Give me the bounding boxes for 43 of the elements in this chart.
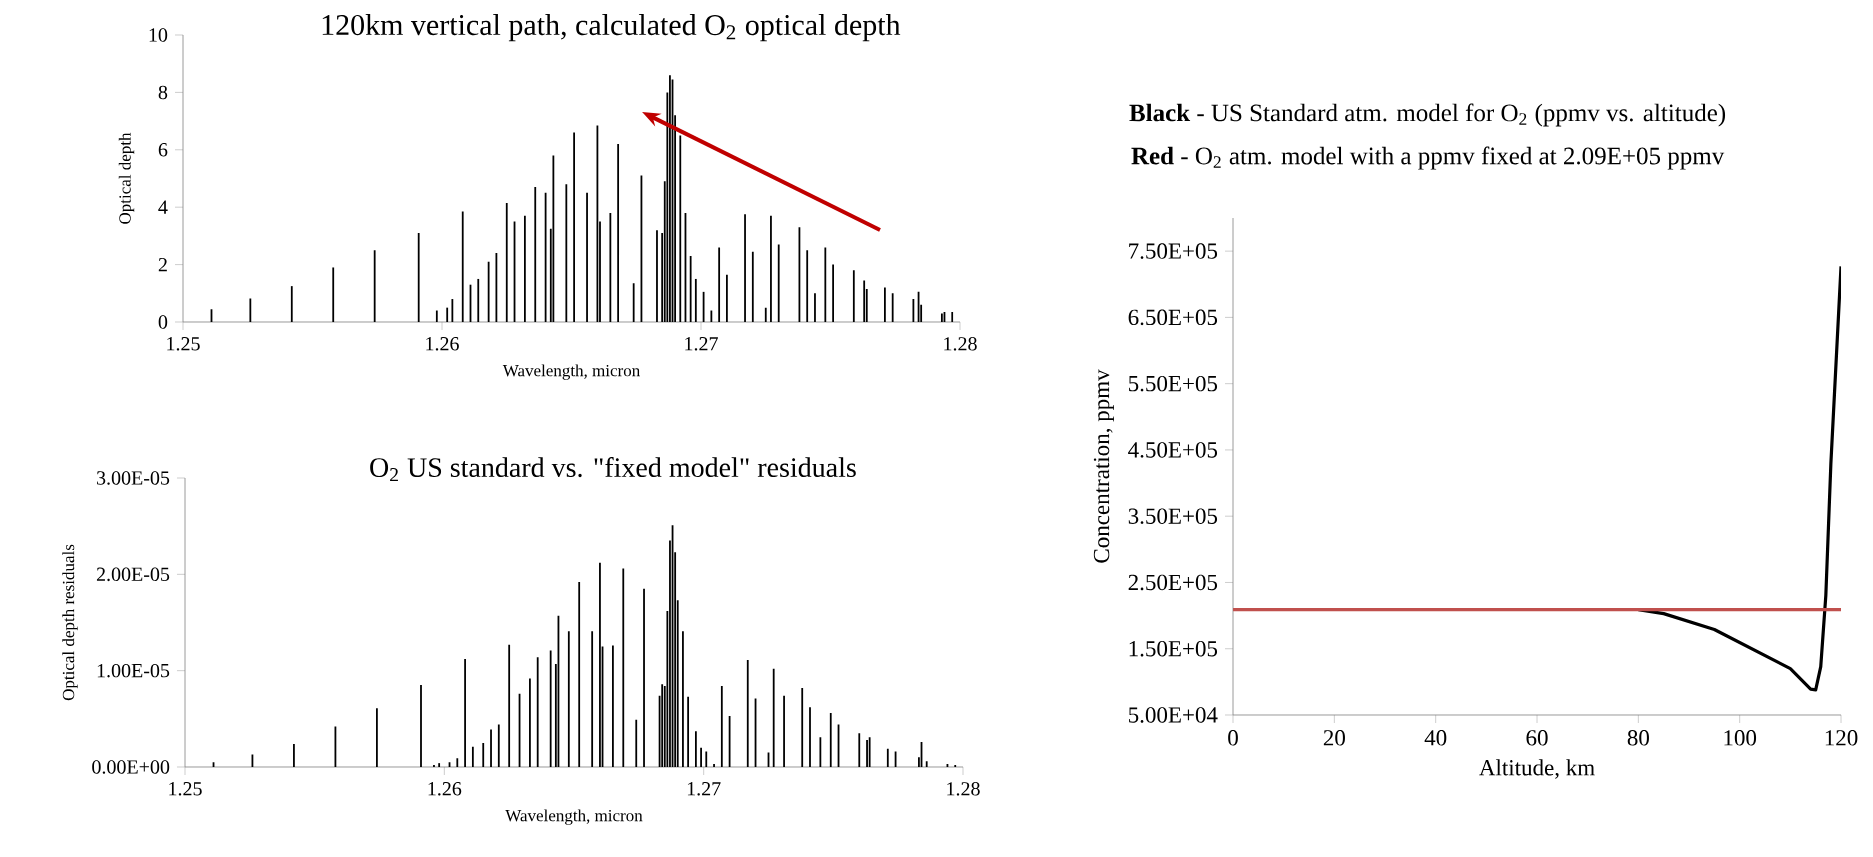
y-tick-label: 1.00E-05 bbox=[97, 663, 170, 678]
y-axis-title: Optical depth bbox=[118, 132, 135, 224]
x-tick-label: 80 bbox=[1627, 730, 1649, 746]
y-tick-label: 0.00E+00 bbox=[92, 760, 170, 774]
x-tick-label: 1.25 bbox=[167, 337, 200, 351]
y-tick-label: 3.50E+05 bbox=[1128, 508, 1218, 524]
x-tick-label: 1.26 bbox=[426, 337, 459, 351]
y-tick-label: 1.50E+05 bbox=[1129, 640, 1218, 657]
y-tick-label: 4.50E+05 bbox=[1128, 442, 1218, 458]
chart-title: O$_{2}$ US standard vs. "fixed model" residuals bbox=[370, 457, 856, 482]
y-tick-label: 4 bbox=[158, 200, 168, 214]
x-tick-label: 1.28 bbox=[944, 337, 977, 351]
chart-title: 120km vertical path, calculated O$_{2}$ optical depth bbox=[322, 14, 901, 42]
y-tick-label: 0 bbox=[158, 315, 168, 329]
x-tick-label: 1.27 bbox=[685, 337, 718, 351]
x-axis-title: Wavelength, micron bbox=[502, 364, 640, 380]
y-tick-label: 6.50E+05 bbox=[1128, 309, 1218, 326]
x-tick-label: 1.26 bbox=[428, 782, 462, 796]
y-tick-label: 2.00E-05 bbox=[96, 567, 170, 582]
y-tick-label: 2.50E+05 bbox=[1128, 574, 1218, 591]
x-tick-label: 120 bbox=[1825, 730, 1858, 746]
y-tick-label: 8 bbox=[158, 85, 168, 100]
x-axis-title: Altitude, km bbox=[1479, 759, 1595, 779]
y-axis-title: Concentration, ppmv bbox=[1093, 369, 1114, 563]
y-tick-label: 5.00E+04 bbox=[1129, 707, 1218, 723]
y-tick-label: 7.50E+05 bbox=[1129, 243, 1218, 259]
y-tick-label: 3.00E-05 bbox=[97, 471, 170, 485]
y-tick-label: 10 bbox=[149, 28, 168, 42]
x-axis-title: Wavelength, micron bbox=[505, 809, 643, 825]
x-tick-label: 0 bbox=[1228, 730, 1238, 746]
y-axis-title: Optical depth residuals bbox=[62, 544, 78, 701]
x-tick-label: 40 bbox=[1424, 730, 1447, 746]
x-tick-label: 1.27 bbox=[687, 782, 721, 796]
chart-title: Black - US Standard atm. model for O$_{2}$ (ppmv vs. altitude) bbox=[1129, 103, 1726, 127]
y-tick-label: 6 bbox=[158, 143, 168, 157]
x-tick-label: 20 bbox=[1323, 730, 1345, 746]
x-tick-label: 1.25 bbox=[169, 782, 202, 796]
y-tick-label: 5.50E+05 bbox=[1129, 375, 1218, 392]
x-tick-label: 100 bbox=[1724, 730, 1757, 746]
y-tick-label: 2 bbox=[158, 257, 167, 272]
chart-subtitle: Red - O$_{2}$ atm. model with a ppmv fixed at 2.09E+05 ppmv bbox=[1131, 146, 1725, 170]
x-tick-label: 60 bbox=[1526, 730, 1548, 746]
x-tick-label: 1.28 bbox=[947, 782, 980, 796]
